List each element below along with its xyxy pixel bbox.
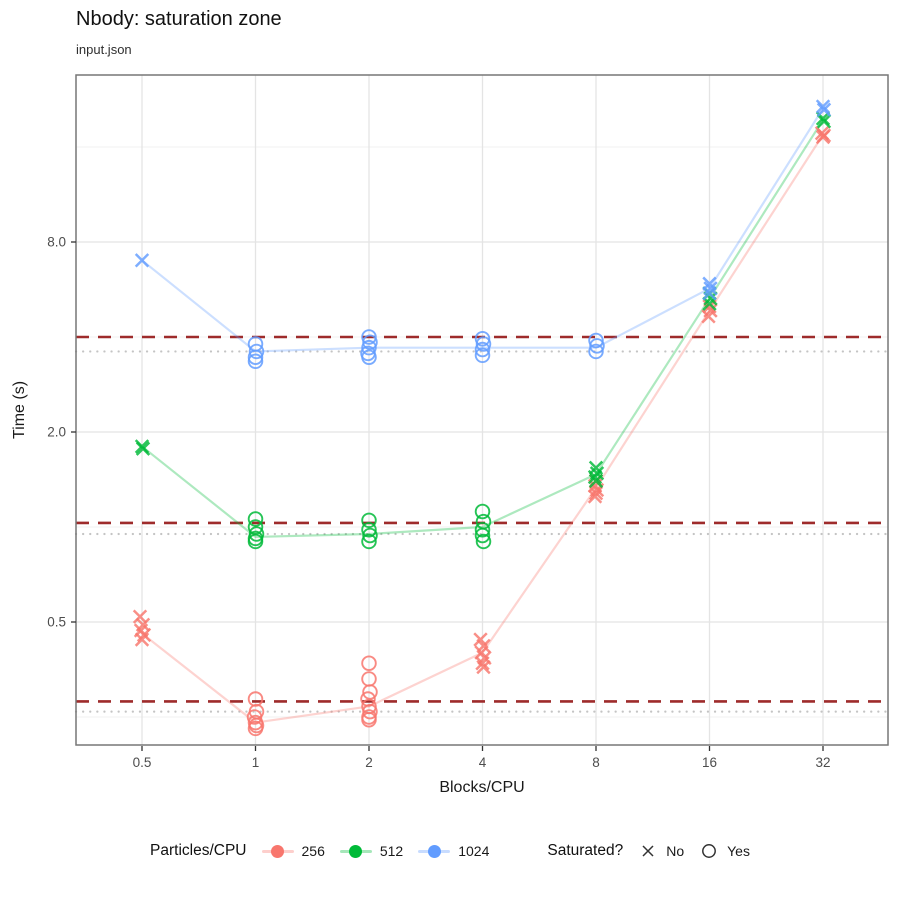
point-x-1024 bbox=[134, 253, 150, 268]
legend-item-no: No bbox=[638, 841, 684, 861]
point-circle-1024 bbox=[589, 338, 605, 354]
legend: Particles/CPU 256 512 1024 Saturated? No… bbox=[0, 841, 900, 861]
point-key-icon bbox=[339, 843, 372, 859]
legend-item-512: 512 bbox=[339, 843, 404, 859]
point-x-256 bbox=[475, 656, 490, 671]
point-circle-1024 bbox=[361, 329, 377, 345]
y-axis-title: Time (s) bbox=[11, 381, 28, 439]
point-x-256 bbox=[587, 489, 603, 504]
legend-label-1024: 1024 bbox=[458, 843, 490, 859]
point-circle-256 bbox=[362, 703, 378, 720]
circle-shape-icon bbox=[702, 844, 717, 858]
point-circle-256 bbox=[361, 712, 377, 728]
point-circle-1024 bbox=[361, 339, 377, 356]
point-x-256 bbox=[132, 609, 148, 624]
point-x-256 bbox=[134, 632, 150, 647]
point-x-1024 bbox=[815, 99, 831, 114]
x-tick-label: 2 bbox=[365, 755, 373, 770]
point-x-1024 bbox=[816, 102, 832, 117]
point-circle-1024 bbox=[361, 349, 377, 366]
point-x-512 bbox=[588, 473, 604, 489]
panel-border bbox=[75, 74, 889, 746]
point-circle-1024 bbox=[588, 343, 604, 360]
x-shape-icon bbox=[642, 845, 654, 857]
point-x-512 bbox=[816, 114, 832, 129]
point-circle-512 bbox=[474, 527, 491, 544]
point-circle-1024 bbox=[474, 330, 491, 347]
point-circle-512 bbox=[361, 512, 377, 529]
point-circle-512 bbox=[361, 522, 377, 538]
x-axis-title: Blocks/CPU bbox=[439, 779, 524, 796]
point-circle-256 bbox=[247, 720, 264, 737]
point-circle-512 bbox=[362, 527, 378, 544]
point-circle-1024 bbox=[475, 336, 492, 352]
legend-label-512: 512 bbox=[379, 843, 404, 859]
y-tick-label: 2.0 bbox=[47, 425, 66, 440]
chart-title: Nbody: saturation zone bbox=[76, 8, 282, 30]
point-x-1024 bbox=[703, 281, 718, 296]
point-circle-512 bbox=[475, 533, 492, 550]
point-x-512 bbox=[702, 296, 717, 311]
plot-area: 0.5 1 2 4 8 16 32 0.5 2.0 8.0 Blocks/CPU Time (s) bbox=[11, 74, 890, 796]
point-x-256 bbox=[815, 129, 831, 145]
chart-subtitle: input.json bbox=[76, 42, 132, 57]
x-tick-label: 32 bbox=[815, 755, 830, 770]
x-tick-label: 0.5 bbox=[133, 755, 152, 770]
point-circle-1024 bbox=[247, 349, 264, 366]
legend-item-256: 256 bbox=[261, 843, 325, 859]
x-tick-label: 1 bbox=[252, 755, 260, 770]
point-circle-256 bbox=[246, 709, 263, 725]
point-circle-256 bbox=[361, 655, 377, 672]
legend-item-yes: Yes bbox=[699, 841, 750, 861]
point-circle-1024 bbox=[248, 343, 265, 360]
point-circle-512 bbox=[361, 533, 377, 550]
legend-label-256: 256 bbox=[301, 843, 325, 859]
point-x-512 bbox=[587, 469, 603, 485]
point-key-icon bbox=[418, 843, 451, 859]
point-circle-512 bbox=[474, 503, 491, 520]
point-circle-1024 bbox=[247, 353, 264, 370]
point-circle-512 bbox=[247, 533, 264, 550]
point-x-256 bbox=[136, 627, 152, 643]
legend-title-particles: Particles/CPU bbox=[150, 842, 247, 859]
legend-label-no: No bbox=[666, 843, 685, 859]
point-circle-1024 bbox=[588, 332, 604, 349]
y-tick-label: 0.5 bbox=[47, 615, 66, 630]
point-x-256 bbox=[701, 309, 716, 324]
point-circle-1024 bbox=[474, 341, 491, 358]
legend-item-1024: 1024 bbox=[418, 843, 489, 859]
point-x-512 bbox=[135, 441, 151, 456]
point-circle-512 bbox=[474, 522, 491, 538]
point-circle-1024 bbox=[362, 334, 378, 350]
point-key-icon bbox=[261, 843, 294, 859]
x-tick-label: 16 bbox=[702, 755, 717, 770]
y-tick-label: 8.0 bbox=[47, 235, 66, 250]
point-x-256 bbox=[588, 485, 604, 501]
x-tick-label: 4 bbox=[479, 755, 487, 770]
point-circle-1024 bbox=[474, 347, 491, 364]
legend-title-saturated: Saturated? bbox=[547, 842, 624, 859]
point-x-1024 bbox=[702, 286, 717, 301]
point-x-256 bbox=[476, 659, 491, 675]
legend-label-yes: Yes bbox=[727, 843, 750, 859]
point-circle-512 bbox=[247, 511, 264, 527]
x-tick-label: 8 bbox=[592, 755, 600, 770]
